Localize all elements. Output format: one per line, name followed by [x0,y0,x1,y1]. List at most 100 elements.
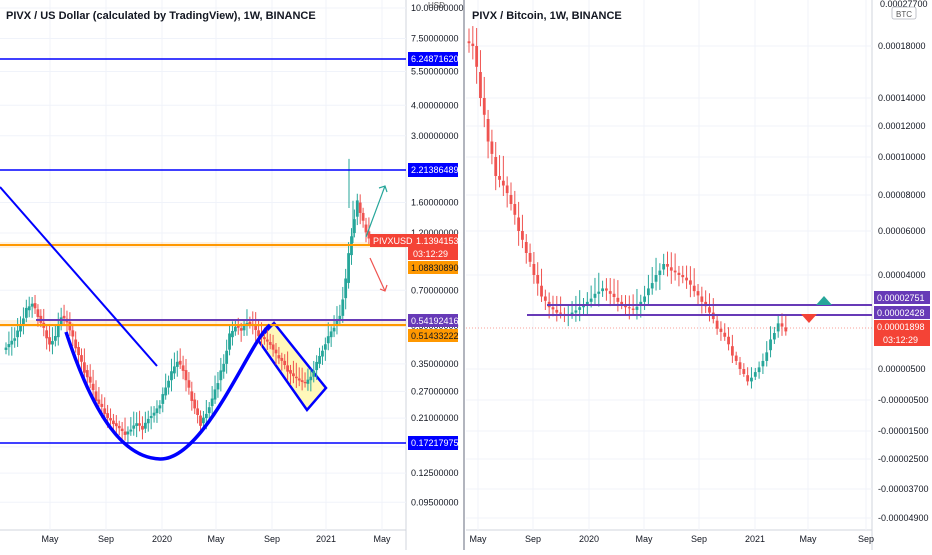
candle-body [117,425,121,429]
candle-body [71,330,75,337]
candle-body [662,264,666,270]
bear-arrow-shaft[interactable] [369,257,386,292]
candle-body [199,415,202,426]
falling-channel-outline[interactable] [256,321,328,413]
candle-body [479,72,482,98]
candle-body [498,176,501,180]
candle-body [36,309,40,317]
candle-body [605,288,608,291]
candle-body [283,360,287,366]
left-time-tick: Sep [98,534,114,544]
bull-arrow-shaft[interactable] [365,185,386,238]
candle-body [677,272,681,275]
price-countdown: 03:12:29 [413,249,448,259]
candle-body [103,408,107,414]
candle-body [228,333,231,350]
candle-body [248,321,252,325]
candle-body [289,370,292,374]
candle-body [53,336,57,341]
candle-body [608,291,612,294]
candle-body [132,425,136,429]
candle-body [213,389,217,400]
candle-body [578,307,582,310]
support-band [0,320,406,327]
candle-body [315,361,319,371]
candle-body [233,326,237,332]
candle-body [750,377,753,382]
left-time-tick: Sep [264,534,280,544]
candle-body [570,312,574,314]
right-grid [466,0,872,530]
right-price-tick: -0.00002500 [878,454,929,464]
candle-body [780,323,784,327]
candle-body [765,352,769,361]
candle-body [196,408,200,415]
candle-body [352,219,356,234]
left-price-tick: 0.09500000 [411,497,459,507]
candle-body [688,280,692,285]
tag-2213-bg [408,163,458,177]
candle-body [184,370,188,381]
candle-body [126,431,130,435]
right-unit-label: BTC [896,10,912,19]
candle-body [719,328,723,332]
left-price-tick: 5.50000000 [411,66,459,76]
candle-body [306,379,310,384]
price-tag-bg [370,234,458,247]
candle-body [167,380,170,388]
right-time-tick: 2020 [579,534,599,544]
candle-body [207,407,211,414]
candle-body [225,350,229,364]
right-price-tick: 0.00008000 [878,190,926,200]
candle-body [528,253,532,262]
down-triangle-marker[interactable] [801,314,817,323]
candle-body [202,417,205,424]
candle-body [236,325,240,328]
candle-body [616,297,620,302]
right-time-scale[interactable]: May Sep 2020 May Sep 2021 May Sep [469,534,874,544]
candle-body [94,391,98,401]
tag-0172: 0.17217975 [411,438,459,448]
downtrend-line[interactable] [0,186,158,367]
candle-body [190,391,194,401]
falling-channel-fill [258,323,326,410]
left-price-tick: 4.00000000 [411,100,459,110]
candle-body [172,366,176,374]
tag-0541: 0.54192416 [411,316,459,326]
candle-body [551,307,555,310]
candle-body [601,288,604,292]
right-time-tick: Sep [858,534,874,544]
candle-body [22,318,25,326]
tag-1088-bg [408,261,458,274]
up-triangle-marker[interactable] [816,296,832,305]
right-time-tick: Sep [691,534,707,544]
tag-0541-bg [408,314,458,327]
candle-body [45,330,49,339]
candle-body [268,341,272,345]
candle-body [332,327,336,332]
right-countdown-bg [874,333,930,346]
candle-body [62,315,66,319]
candle-body [300,380,304,382]
candle-body [355,200,359,217]
btc-unit-box [891,6,917,20]
right-price-tick: 0.00006000 [878,226,926,236]
cup-curve[interactable] [64,323,272,461]
left-price-tick: 0.35000000 [411,359,459,369]
candle-body [257,330,260,337]
right-price-countdown: 03:12:29 [883,335,918,345]
candle-body [627,307,631,309]
candle-body [51,341,54,345]
candle-body [521,231,524,240]
left-time-scale[interactable]: May Sep 2020 May Sep 2021 May [41,534,391,544]
candle-body [24,307,28,318]
left-unit-label: USD [428,1,445,10]
right-price-tick: 0.00000500 [878,364,926,374]
candle-body [761,360,765,367]
right-price-tick: 0.00018000 [878,41,926,51]
tag-2213: 2.21386489 [411,165,459,175]
right-price-scale[interactable]: 0.00018000 0.00014000 0.00012000 0.00010000… [878,41,929,523]
price-tag-value: 1.13941533 [416,236,464,246]
